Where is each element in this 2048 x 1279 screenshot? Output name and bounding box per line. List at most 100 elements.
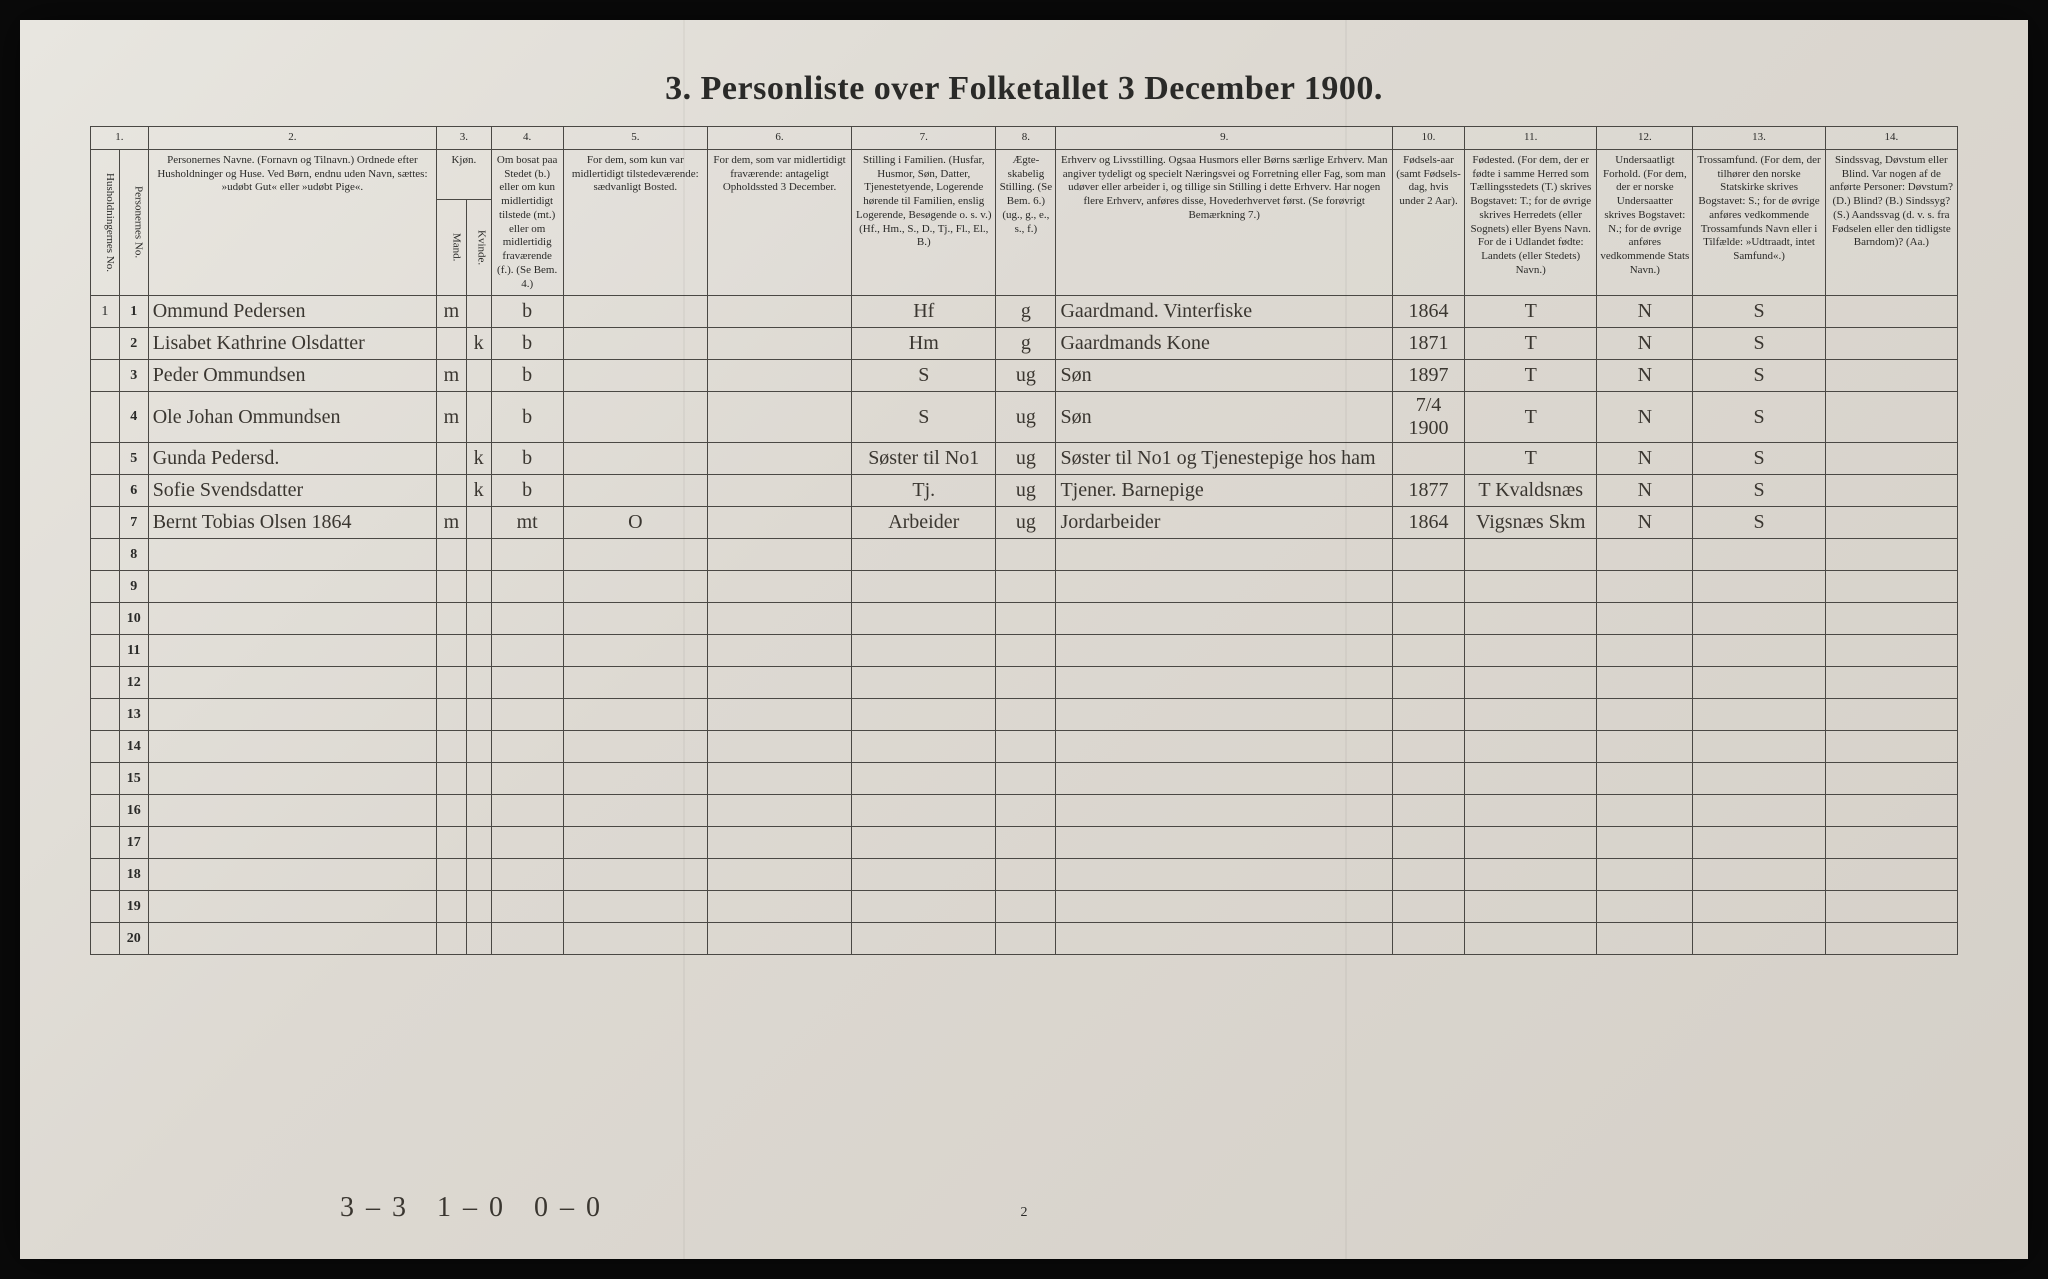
cell bbox=[996, 827, 1056, 859]
cell bbox=[852, 635, 996, 667]
cell bbox=[707, 699, 851, 731]
cell bbox=[148, 763, 436, 795]
table-row: 18 bbox=[91, 859, 1958, 891]
cell bbox=[852, 571, 996, 603]
cell bbox=[1825, 667, 1957, 699]
cell bbox=[91, 827, 120, 859]
cell bbox=[563, 296, 707, 328]
cell bbox=[852, 539, 996, 571]
cell bbox=[1597, 923, 1693, 955]
cell bbox=[148, 795, 436, 827]
cell: ug bbox=[996, 443, 1056, 475]
hdr-undersaat: Undersaatligt Forhold. (For dem, der er … bbox=[1597, 149, 1693, 296]
cell bbox=[1056, 763, 1393, 795]
cell bbox=[1597, 603, 1693, 635]
cell bbox=[1056, 699, 1393, 731]
cell bbox=[1693, 699, 1825, 731]
cell bbox=[491, 635, 563, 667]
cell bbox=[563, 923, 707, 955]
cell bbox=[1392, 603, 1464, 635]
cell bbox=[852, 923, 996, 955]
cell bbox=[852, 731, 996, 763]
cell: ug bbox=[996, 507, 1056, 539]
cell bbox=[852, 827, 996, 859]
table-row: 3Peder OmmundsenmbSugSøn1897TNS bbox=[91, 360, 1958, 392]
cell bbox=[1825, 571, 1957, 603]
cell bbox=[491, 859, 563, 891]
table-row: 7Bernt Tobias Olsen 1864mmtOArbeiderugJo… bbox=[91, 507, 1958, 539]
hdr-name: Personernes Navne. (Fornavn og Tilnavn.)… bbox=[148, 149, 436, 296]
cell bbox=[466, 891, 491, 923]
cell: Gunda Pedersd. bbox=[148, 443, 436, 475]
cell: ug bbox=[996, 360, 1056, 392]
cell bbox=[563, 763, 707, 795]
cell bbox=[1597, 539, 1693, 571]
cell: b bbox=[491, 392, 563, 443]
cell: T bbox=[1465, 443, 1597, 475]
table-row: 4Ole Johan OmmundsenmbSugSøn7/4 1900TNS bbox=[91, 392, 1958, 443]
colnum-11: 11. bbox=[1465, 127, 1597, 150]
cell bbox=[1465, 603, 1597, 635]
cell bbox=[1465, 923, 1597, 955]
cell bbox=[996, 699, 1056, 731]
cell bbox=[437, 667, 467, 699]
cell bbox=[437, 475, 467, 507]
cell bbox=[491, 731, 563, 763]
hdr-kjon: Kjøn. bbox=[437, 149, 491, 199]
cell bbox=[1056, 891, 1393, 923]
colnum-12: 12. bbox=[1597, 127, 1693, 150]
cell: m bbox=[437, 392, 467, 443]
cell: b bbox=[491, 475, 563, 507]
cell bbox=[1693, 827, 1825, 859]
cell bbox=[1465, 699, 1597, 731]
cell bbox=[491, 539, 563, 571]
cell: S bbox=[1693, 507, 1825, 539]
cell: Tj. bbox=[852, 475, 996, 507]
cell bbox=[1392, 699, 1464, 731]
cell bbox=[1825, 296, 1957, 328]
cell bbox=[91, 763, 120, 795]
cell: O bbox=[563, 507, 707, 539]
cell bbox=[707, 360, 851, 392]
cell bbox=[852, 699, 996, 731]
cell bbox=[91, 392, 120, 443]
cell: 20 bbox=[119, 923, 148, 955]
cell: S bbox=[1693, 475, 1825, 507]
cell bbox=[91, 891, 120, 923]
cell bbox=[707, 635, 851, 667]
cell bbox=[466, 699, 491, 731]
cell bbox=[466, 763, 491, 795]
cell bbox=[491, 667, 563, 699]
table-row: 2Lisabet Kathrine OlsdatterkbHmgGaardman… bbox=[91, 328, 1958, 360]
hdr-fodested: Fødested. (For dem, der er fødte i samme… bbox=[1465, 149, 1597, 296]
cell: m bbox=[437, 507, 467, 539]
cell bbox=[1392, 667, 1464, 699]
cell: S bbox=[1693, 296, 1825, 328]
colnum-13: 13. bbox=[1693, 127, 1825, 150]
cell bbox=[491, 923, 563, 955]
cell bbox=[437, 891, 467, 923]
cell bbox=[852, 795, 996, 827]
table-row: 5Gunda Pedersd.kbSøster til No1ugSøster … bbox=[91, 443, 1958, 475]
header-row: Husholdningernes No. Personernes No. Per… bbox=[91, 149, 1958, 199]
cell bbox=[996, 795, 1056, 827]
hdr-tilstede: For dem, som kun var midlertidigt tilste… bbox=[563, 149, 707, 296]
cell bbox=[996, 891, 1056, 923]
table-row: 19 bbox=[91, 891, 1958, 923]
cell bbox=[563, 827, 707, 859]
cell: 1864 bbox=[1392, 507, 1464, 539]
cell bbox=[707, 328, 851, 360]
cell: Gaardmands Kone bbox=[1056, 328, 1393, 360]
cell: 3 bbox=[119, 360, 148, 392]
cell: Vigsnæs Skm bbox=[1465, 507, 1597, 539]
cell: T bbox=[1465, 328, 1597, 360]
colnum-1: 1. bbox=[91, 127, 149, 150]
cell bbox=[148, 923, 436, 955]
cell bbox=[437, 795, 467, 827]
cell bbox=[91, 539, 120, 571]
cell: 8 bbox=[119, 539, 148, 571]
cell bbox=[1392, 443, 1464, 475]
cell bbox=[707, 731, 851, 763]
cell bbox=[1693, 763, 1825, 795]
cell: 12 bbox=[119, 667, 148, 699]
